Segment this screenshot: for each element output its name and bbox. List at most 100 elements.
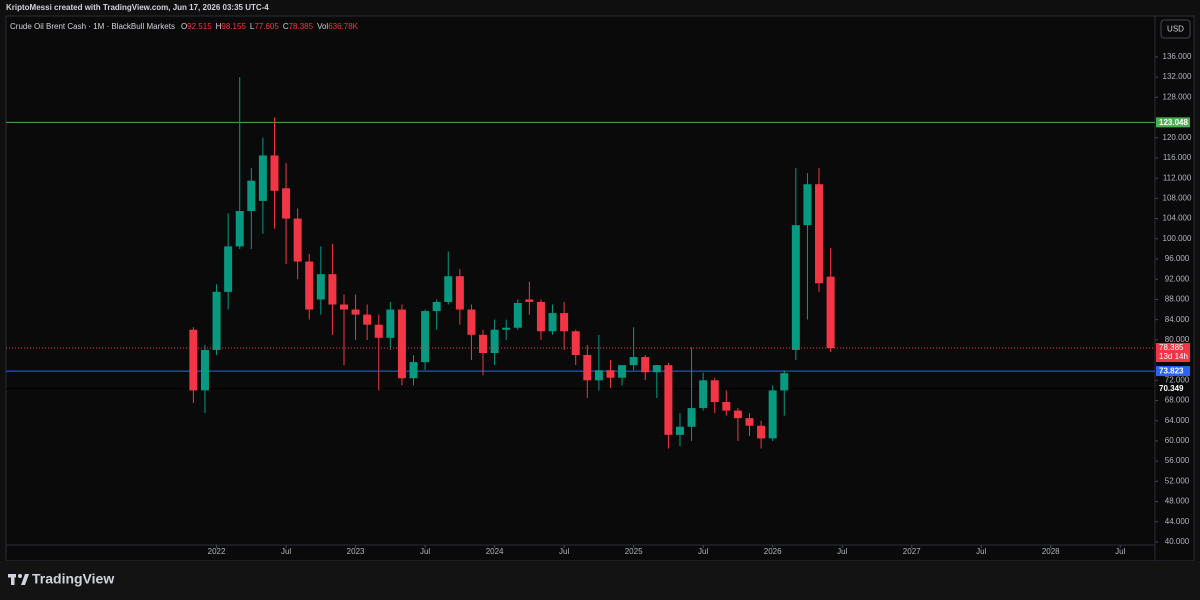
candle-body (479, 334, 488, 353)
candle-body (421, 311, 430, 363)
candle-body (282, 188, 291, 219)
candle-body (571, 331, 580, 356)
candle-body (363, 314, 372, 325)
legend-value: 92.515 (187, 22, 212, 31)
y-tick-label: 92.000 (1165, 274, 1190, 283)
last-price-label: 78.385 (1159, 343, 1184, 352)
countdown: 13d 14h (1159, 352, 1188, 361)
candle-body (606, 370, 615, 378)
candle-body (745, 418, 754, 426)
y-tick-label: 136.000 (1163, 52, 1192, 61)
candle-body (490, 329, 499, 353)
candle-body (815, 184, 824, 284)
price-label-box (1156, 383, 1190, 394)
candle-body (560, 313, 569, 332)
x-tick-label: Jul (420, 547, 430, 556)
price-label: 123.048 (1159, 118, 1188, 127)
x-tick-label: Jul (976, 547, 986, 556)
legend-value: 78.385 (289, 22, 314, 31)
candle-body (652, 365, 661, 373)
legend-letter: O (181, 22, 187, 31)
candle-body (791, 225, 800, 350)
candle-body (432, 301, 441, 312)
y-tick-label: 44.000 (1165, 517, 1190, 526)
candle-body (803, 184, 812, 226)
chart-frame (5, 15, 1195, 562)
candle-body (826, 276, 835, 349)
candle-body (502, 327, 511, 330)
candle-body (293, 218, 302, 262)
y-tick-label: 56.000 (1165, 456, 1190, 465)
candle-body (757, 425, 766, 439)
candle-body (675, 426, 684, 435)
candle-body (687, 408, 696, 427)
y-tick-label: 96.000 (1165, 254, 1190, 263)
candle-body (224, 246, 233, 292)
candle-body (455, 276, 464, 310)
candle-body (536, 301, 545, 332)
x-tick-label: 2022 (208, 547, 226, 556)
candle-body (189, 329, 198, 391)
x-tick-label: Jul (837, 547, 847, 556)
candle-body (664, 365, 673, 435)
candle-body (270, 155, 279, 191)
candle-body (397, 309, 406, 379)
candle-body (618, 365, 627, 378)
candle-body (305, 261, 314, 310)
candle-body (247, 180, 256, 212)
y-tick-label: 116.000 (1163, 153, 1192, 162)
candle-body (374, 324, 383, 338)
candle-body (780, 373, 789, 391)
candle-body (339, 304, 348, 310)
x-tick-label: 2026 (764, 547, 782, 556)
attribution: KriptoMessi created with TradingView.com… (6, 3, 269, 12)
y-tick-label: 120.000 (1163, 133, 1192, 142)
y-tick-label: 40.000 (1165, 537, 1190, 546)
candle-body (629, 357, 638, 366)
candle-body (444, 276, 453, 302)
candle-body (467, 309, 476, 335)
legend-value: 98.155 (221, 22, 246, 31)
y-tick-label: 88.000 (1165, 295, 1190, 304)
y-tick-label: 52.000 (1165, 476, 1190, 485)
x-tick-label: Jul (559, 547, 569, 556)
y-tick-label: 48.000 (1165, 497, 1190, 506)
candle-body (710, 380, 719, 403)
legend-letter: C (283, 22, 289, 31)
y-tick-label: 128.000 (1163, 92, 1192, 101)
candle-body (641, 357, 650, 373)
x-tick-label: Jul (281, 547, 291, 556)
candle-body (594, 370, 603, 381)
candle-body (328, 274, 337, 305)
legend-title: Crude Oil Brent Cash · 1M · BlackBull Ma… (10, 22, 175, 31)
x-tick-label: 2024 (486, 547, 504, 556)
legend-letter: H (216, 22, 222, 31)
y-tick-label: 112.000 (1163, 173, 1192, 182)
x-tick-label: 2028 (1042, 547, 1060, 556)
candle-body (235, 211, 244, 247)
price-label-box (1156, 117, 1190, 128)
currency-button[interactable] (1160, 19, 1191, 39)
candle-body (525, 299, 534, 302)
candle-body (386, 309, 395, 338)
y-tick-label: 132.000 (1163, 72, 1192, 81)
y-tick-label: 108.000 (1163, 193, 1192, 202)
legend-value: 636.78K (328, 22, 358, 31)
x-tick-label: 2025 (625, 547, 643, 556)
y-tick-label: 60.000 (1165, 436, 1190, 445)
legend-letter: Vol (317, 22, 328, 31)
candle-body (200, 349, 209, 391)
candle-body (316, 274, 325, 300)
logo (8, 574, 29, 585)
x-tick-label: Jul (698, 547, 708, 556)
currency[interactable]: USD (1167, 25, 1184, 34)
price-label: 70.349 (1159, 384, 1184, 393)
y-tick-label: 104.000 (1163, 214, 1192, 223)
y-tick-label: 100.000 (1163, 234, 1192, 243)
candle-body (699, 380, 708, 409)
candle-body (351, 309, 360, 315)
last-price-box (1156, 343, 1190, 363)
footer (0, 561, 1200, 600)
